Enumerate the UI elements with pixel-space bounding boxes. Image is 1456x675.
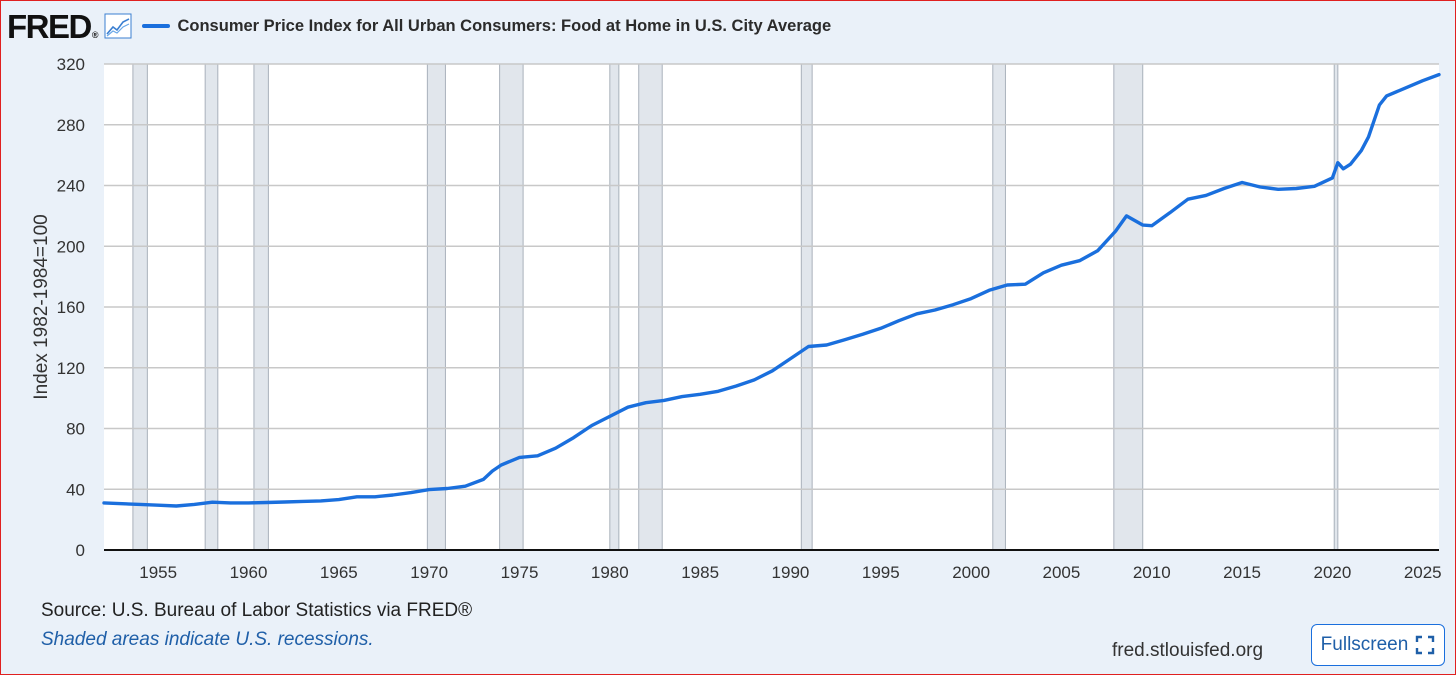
chart-area[interactable]: 0 40 80 120 160 200 240 280 320 1955 1960 1965 1970 1… — [1, 1, 1455, 591]
x-tick-label-2010: 2010 — [1133, 563, 1171, 582]
fred-graph-logo-icon — [104, 13, 132, 39]
x-tick-label-1960: 1960 — [230, 563, 268, 582]
site-link[interactable]: fred.stlouisfed.org — [1112, 640, 1264, 661]
legend: Consumer Price Index for All Urban Consu… — [142, 17, 831, 36]
x-tick-label-1955: 1955 — [139, 563, 177, 582]
fred-logo[interactable]: FRED — [7, 7, 92, 45]
x-tick-label-2020: 2020 — [1314, 563, 1352, 582]
recession-note: Shaded areas indicate U.S. recessions. — [41, 629, 374, 650]
fred-logo-registered: ® — [91, 30, 99, 40]
legend-swatch — [142, 24, 171, 28]
y-tick-label-80: 80 — [66, 420, 85, 439]
y-tick-label-40: 40 — [66, 480, 85, 499]
x-tick-label-1990: 1990 — [772, 563, 810, 582]
y-tick-label-200: 200 — [57, 237, 85, 256]
y-tick-label-320: 320 — [57, 55, 85, 74]
x-tick-label-1995: 1995 — [862, 563, 900, 582]
x-tick-label-2025: 2025 — [1404, 563, 1442, 582]
x-tick-label-1965: 1965 — [320, 563, 358, 582]
x-tick-label-1975: 1975 — [501, 563, 539, 582]
y-tick-label-240: 240 — [57, 177, 85, 196]
x-tick-label-2000: 2000 — [952, 563, 990, 582]
fullscreen-icon — [1416, 635, 1435, 655]
fullscreen-label: Fullscreen — [1320, 634, 1409, 655]
fullscreen-button[interactable]: Fullscreen — [1311, 624, 1445, 666]
source-text: Source: U.S. Bureau of Labor Statistics … — [41, 600, 473, 621]
x-tick-label-1980: 1980 — [591, 563, 629, 582]
x-tick-label-2015: 2015 — [1223, 563, 1261, 582]
x-tick-label-2005: 2005 — [1043, 563, 1081, 582]
y-tick-label-280: 280 — [57, 116, 85, 135]
chart-title: Consumer Price Index for All Urban Consu… — [177, 16, 832, 35]
series-line — [102, 72, 1441, 508]
graph-header: FRED ® Consumer Price Index for All Urba… — [7, 7, 831, 45]
y-tick-label-160: 160 — [57, 298, 85, 317]
x-tick-label-1970: 1970 — [410, 563, 448, 582]
y-tick-label-0: 0 — [76, 541, 85, 560]
y-tick-label-120: 120 — [57, 359, 85, 378]
x-tick-label-1985: 1985 — [681, 563, 719, 582]
y-axis-label: Index 1982-1984=100 — [31, 214, 52, 399]
